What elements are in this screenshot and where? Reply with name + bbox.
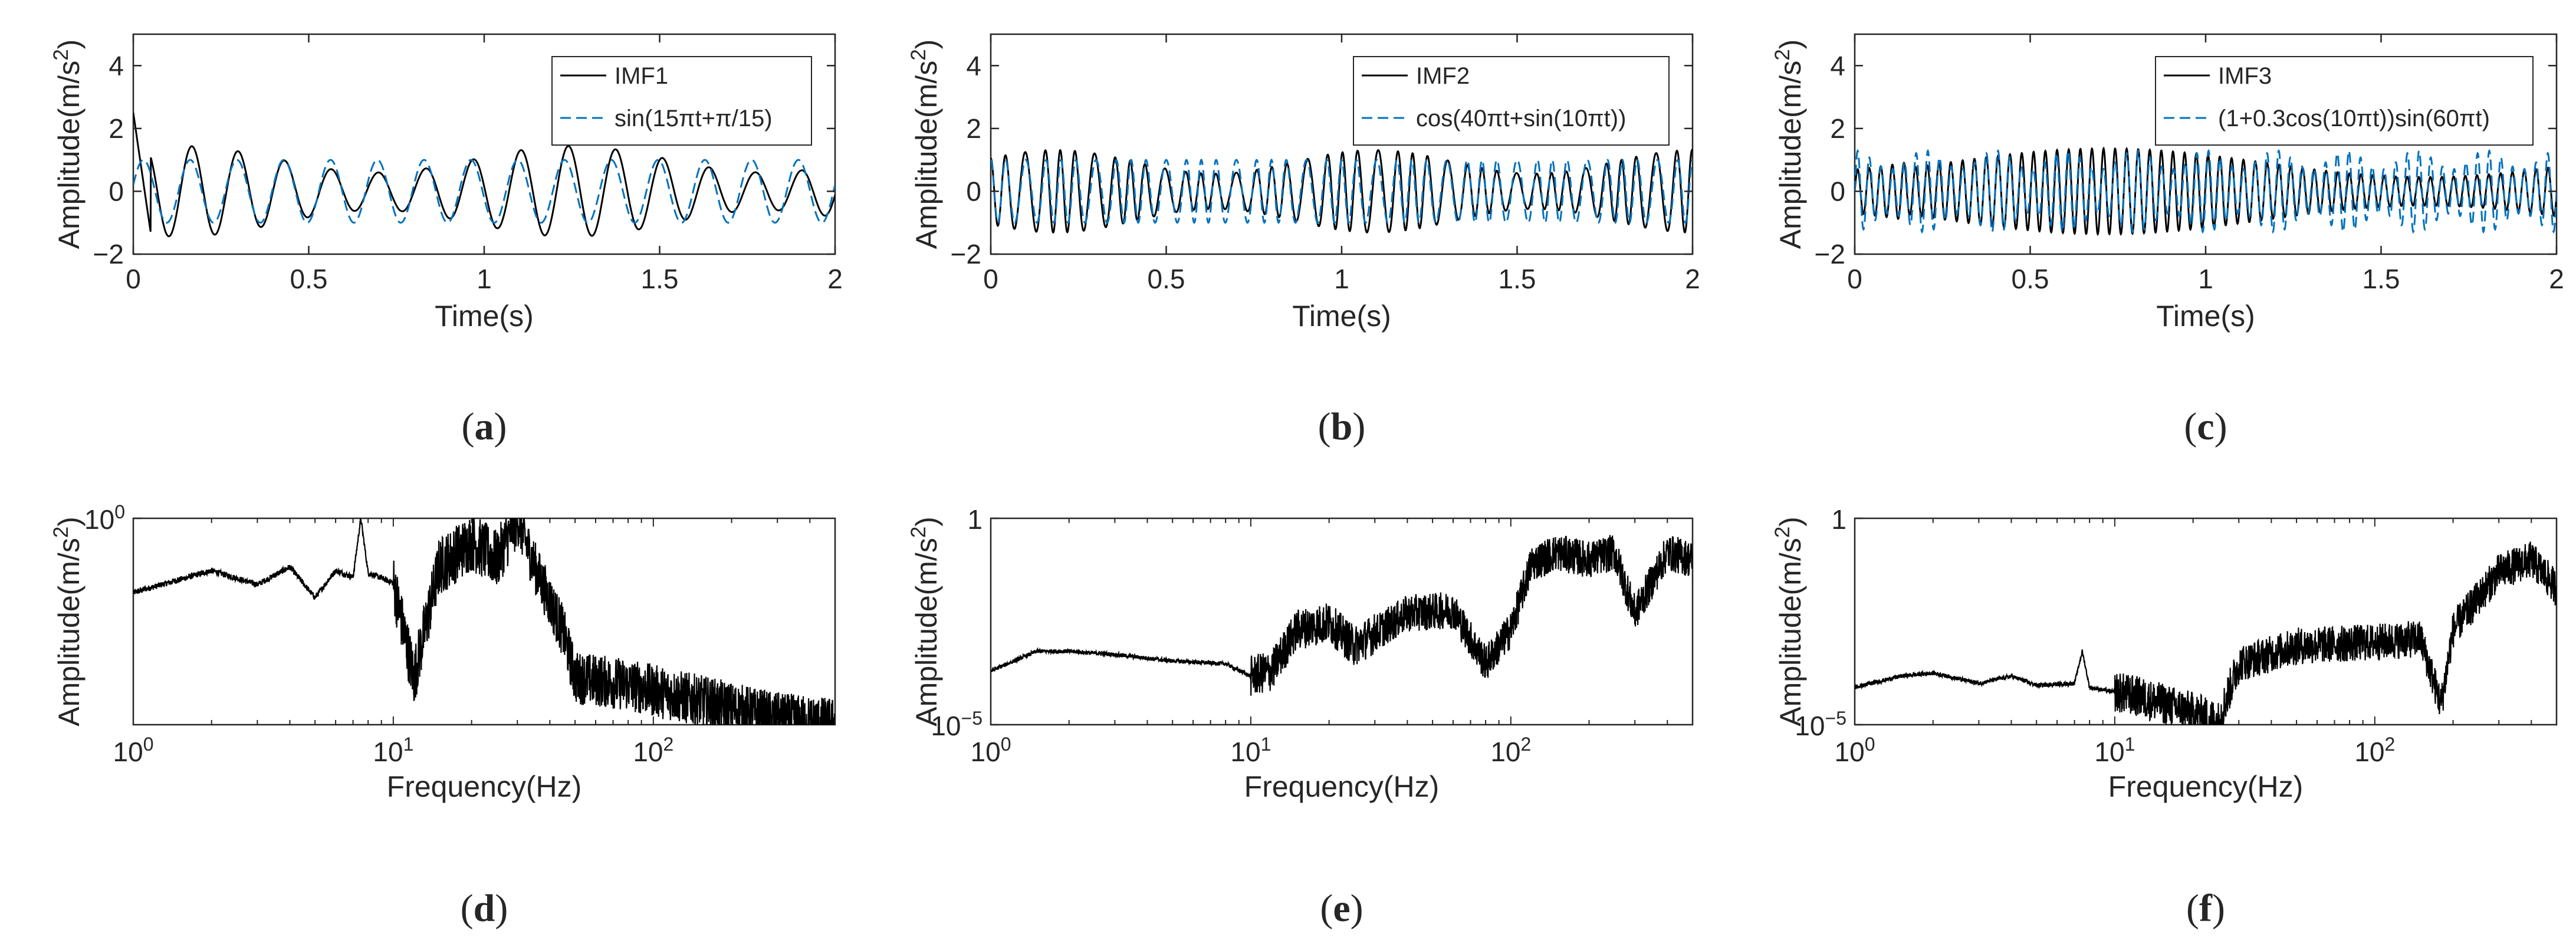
y-tick-label: −2 bbox=[951, 239, 981, 269]
legend-entry: sin(15πt+π/15) bbox=[615, 106, 773, 131]
x-tick-label: 0.5 bbox=[1148, 264, 1185, 294]
x-tick-label: 102 bbox=[2354, 734, 2395, 767]
legend-box bbox=[1353, 56, 1670, 146]
x-tick-label: 100 bbox=[971, 734, 1011, 767]
y-axis-label: Amplitude(m/s2) bbox=[907, 40, 944, 249]
x-tick-label: 1.5 bbox=[2363, 264, 2400, 294]
legend-entry: IMF2 bbox=[1416, 63, 1470, 89]
y-tick-label: 0 bbox=[1830, 176, 1845, 206]
x-tick-label: 101 bbox=[2094, 734, 2135, 767]
y-axis-label: Amplitude(m/s2) bbox=[1771, 517, 1808, 726]
x-tick-label: 100 bbox=[113, 734, 154, 767]
series-line-reference bbox=[991, 158, 1693, 224]
y-axis-label: Amplitude(m/s2) bbox=[907, 517, 944, 726]
legend-entry: IMF3 bbox=[2218, 63, 2272, 89]
legend-box bbox=[551, 56, 812, 146]
legend-entry: IMF1 bbox=[615, 63, 668, 89]
x-tick-label: 0 bbox=[126, 264, 141, 294]
x-tick-label: 101 bbox=[1230, 734, 1271, 767]
spectrum-line bbox=[133, 518, 835, 725]
x-axis-label: Frequency(Hz) bbox=[387, 770, 582, 803]
x-axis-label: Frequency(Hz) bbox=[1244, 770, 1440, 803]
y-tick-label: 2 bbox=[1830, 113, 1845, 144]
legend-box bbox=[2155, 56, 2534, 146]
x-axis-label: Frequency(Hz) bbox=[2108, 770, 2304, 803]
x-tick-label: 0.5 bbox=[2012, 264, 2049, 294]
y-tick-label: 2 bbox=[966, 113, 981, 144]
x-tick-label: 1.5 bbox=[1499, 264, 1536, 294]
plot-area bbox=[1855, 146, 2557, 236]
x-tick-label: 0 bbox=[983, 264, 998, 294]
plot-area bbox=[1855, 541, 2557, 725]
legend-entry: cos(40πt+sin(10πt)) bbox=[1416, 106, 1626, 131]
legend: IMF2 cos(40πt+sin(10πt)) bbox=[1353, 56, 1670, 146]
y-tick-label: 0 bbox=[109, 176, 124, 206]
y-tick-label: 10−5 bbox=[1795, 708, 1846, 741]
x-tick-label: 2 bbox=[827, 264, 843, 294]
series-line-reference bbox=[133, 159, 835, 224]
panel-label: (d) bbox=[461, 887, 508, 930]
spectrum-line bbox=[1855, 541, 2557, 725]
y-tick-label: 100 bbox=[84, 501, 125, 535]
y-axis-label: Amplitude(m/s2) bbox=[50, 40, 86, 249]
panel-label: (e) bbox=[1320, 887, 1363, 930]
panel-label: (f) bbox=[2186, 887, 2225, 930]
panel-f: 100 101 102 10−5 1 Frequency(Hz) Amplitude(m/s… bbox=[1771, 504, 2558, 930]
x-tick-label: 1 bbox=[477, 264, 492, 294]
y-tick-label: −2 bbox=[1815, 239, 1845, 269]
x-tick-label: 101 bbox=[373, 734, 413, 767]
y-tick-label: 4 bbox=[966, 50, 981, 81]
legend: IMF1 sin(15πt+π/15) bbox=[551, 56, 812, 146]
x-tick-label: 0 bbox=[1847, 264, 1862, 294]
x-tick-label: 1 bbox=[1334, 264, 1349, 294]
plot-area bbox=[133, 518, 835, 725]
x-tick-label: 102 bbox=[633, 734, 673, 767]
y-tick-label: 2 bbox=[109, 113, 124, 144]
x-tick-label: 102 bbox=[1490, 734, 1531, 767]
y-tick-label: 1 bbox=[967, 504, 983, 535]
x-tick-label: 1.5 bbox=[641, 264, 679, 294]
plot-area bbox=[991, 149, 1693, 234]
panel-label: (a) bbox=[462, 405, 507, 448]
x-tick-label: 1 bbox=[2198, 264, 2213, 294]
panel-label: (b) bbox=[1318, 405, 1366, 448]
panel-d: 100 101 102 100 Frequency(Hz) Amplitude(m/s2)… bbox=[50, 501, 836, 930]
x-tick-label: 100 bbox=[1835, 734, 1875, 767]
x-axis-label: Time(s) bbox=[1292, 300, 1391, 333]
panel-label: (c) bbox=[2184, 405, 2227, 448]
y-tick-label: 0 bbox=[966, 176, 981, 206]
x-axis-label: Time(s) bbox=[2156, 300, 2255, 333]
y-tick-label: 1 bbox=[1831, 504, 1846, 535]
x-tick-label: 2 bbox=[2549, 264, 2564, 294]
plot-area bbox=[991, 535, 1693, 696]
x-axis-label: Time(s) bbox=[435, 300, 534, 333]
panel-e: 100 101 102 10−5 1 Frequency(Hz) Amplitude(m/s… bbox=[907, 504, 1694, 930]
plot-area bbox=[133, 112, 835, 238]
legend-entry: (1+0.3cos(10πt))sin(60πt) bbox=[2218, 106, 2490, 131]
spectrum-line bbox=[991, 535, 1693, 696]
y-tick-label: 4 bbox=[109, 50, 124, 81]
y-tick-label: −2 bbox=[93, 239, 124, 269]
y-axis-label: Amplitude(m/s2) bbox=[50, 517, 86, 726]
x-tick-label: 0.5 bbox=[290, 264, 328, 294]
legend: IMF3 (1+0.3cos(10πt))sin(60πt) bbox=[2155, 56, 2534, 146]
x-tick-label: 2 bbox=[1685, 264, 1700, 294]
series-line-reference bbox=[1855, 149, 2557, 234]
axes-frame bbox=[1854, 517, 2558, 726]
y-tick-label: 10−5 bbox=[931, 708, 983, 741]
y-axis-label: Amplitude(m/s2) bbox=[1771, 40, 1808, 249]
y-tick-label: 4 bbox=[1830, 50, 1845, 81]
